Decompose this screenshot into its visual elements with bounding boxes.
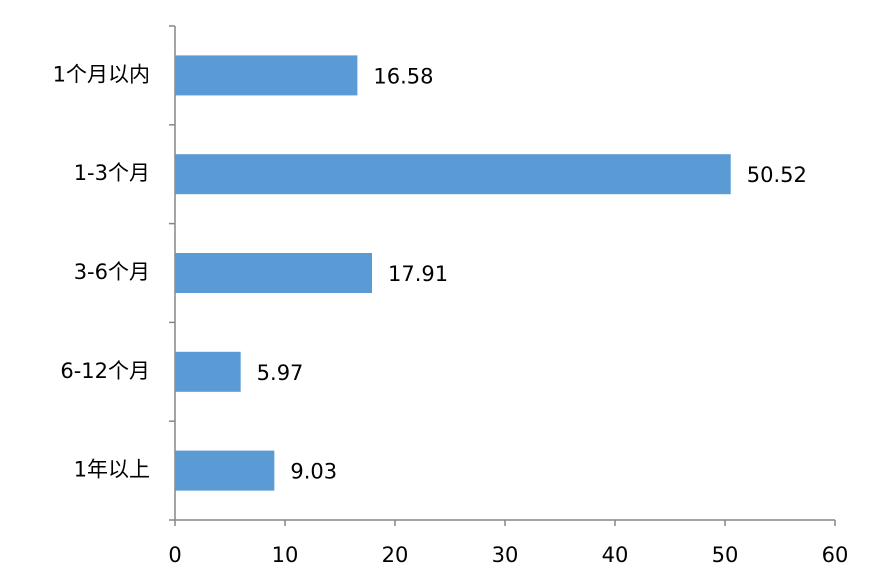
value-label: 9.03 [290,460,337,484]
x-tick-label: 50 [712,543,739,567]
x-tick-label: 60 [822,543,849,567]
y-tick-label: 6-12个月 [60,359,150,383]
value-label: 16.58 [373,64,433,88]
x-tick-label: 20 [382,543,409,567]
bar [175,351,241,392]
x-tick-label: 0 [168,543,181,567]
value-label: 5.97 [257,361,304,385]
y-tick-label: 1-3个月 [74,161,150,185]
y-tick-label: 1个月以内 [53,62,150,86]
bar [175,253,373,293]
bar [175,450,275,491]
value-label: 17.91 [388,262,448,286]
x-tick-label: 40 [602,543,629,567]
x-tick-label: 10 [272,543,299,567]
x-tick-label: 30 [492,543,519,567]
value-label: 50.52 [747,163,807,187]
y-tick-label: 1年以上 [74,458,150,482]
bar [175,55,358,96]
y-tick-label: 3-6个月 [74,260,150,284]
bar [175,154,731,195]
